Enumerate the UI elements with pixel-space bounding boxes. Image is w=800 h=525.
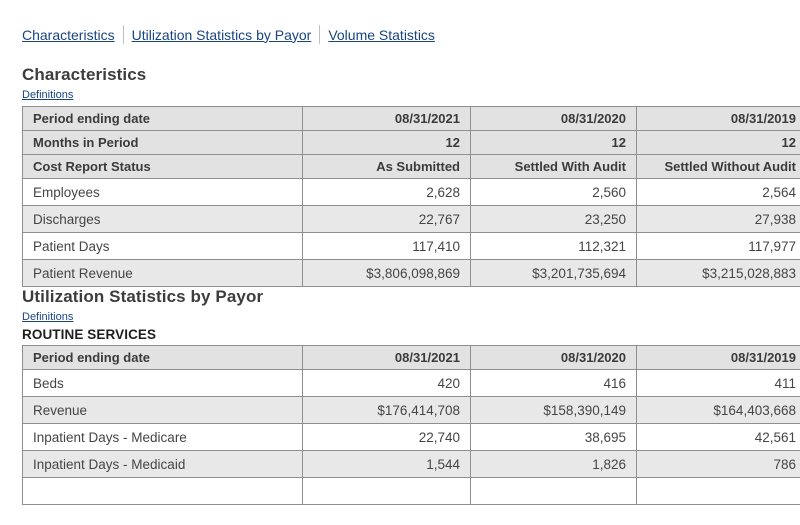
nav-link-utilization-statistics-by-payor[interactable]: Utilization Statistics by Payor — [132, 27, 312, 43]
cell-value: 23,250 — [471, 206, 637, 233]
cell-value: 411 — [637, 370, 800, 397]
row-label: Inpatient Days - Medicare — [23, 424, 303, 451]
table-row: Patient Revenue$3,806,098,869$3,201,735,… — [23, 260, 800, 287]
cell-value: 1,544 — [303, 451, 471, 478]
nav-link-characteristics[interactable]: Characteristics — [22, 27, 115, 43]
cell-value: 416 — [471, 370, 637, 397]
cell-value: $3,806,098,869 — [303, 260, 471, 287]
cell-value: $176,414,708 — [303, 397, 471, 424]
nav-link-volume-statistics[interactable]: Volume Statistics — [328, 27, 435, 43]
cell-value: As Submitted — [303, 155, 471, 179]
table-row-partial — [23, 478, 800, 505]
cell-value: 22,740 — [303, 424, 471, 451]
cell-value: $164,403,668 — [637, 397, 800, 424]
cell-value: 42,561 — [637, 424, 800, 451]
row-label: Patient Days — [23, 233, 303, 260]
cell-value: 08/31/2021 — [303, 346, 471, 370]
cell-value: 27,938 — [637, 206, 800, 233]
section-subheading: ROUTINE SERVICES — [22, 327, 800, 342]
section-characteristics: Characteristics Definitions Period ending … — [22, 65, 800, 287]
cell-value: 420 — [303, 370, 471, 397]
section-title: Characteristics — [22, 65, 800, 85]
definitions-link[interactable]: Definitions — [22, 311, 73, 324]
cell-value: 08/31/2019 — [637, 346, 800, 370]
cell-value: 08/31/2021 — [303, 107, 471, 131]
cell-value: 22,767 — [303, 206, 471, 233]
cell-value: 38,695 — [471, 424, 637, 451]
cell-value: 2,564 — [637, 179, 800, 206]
nav-separator — [123, 25, 124, 44]
cell-empty — [303, 478, 471, 505]
cell-empty — [637, 478, 800, 505]
definitions-row: Definitions — [22, 307, 800, 325]
cell-value: 112,321 — [471, 233, 637, 260]
definitions-link[interactable]: Definitions — [22, 89, 73, 102]
section-utilization-statistics-by-payor: Utilization Statistics by Payor Definitio… — [22, 287, 800, 505]
cell-value: 12 — [637, 131, 800, 155]
row-label: Employees — [23, 179, 303, 206]
cell-value: 12 — [471, 131, 637, 155]
section-title: Utilization Statistics by Payor — [22, 287, 800, 307]
row-label: Period ending date — [23, 346, 303, 370]
nav-separator — [319, 25, 320, 44]
row-label: Inpatient Days - Medicaid — [23, 451, 303, 478]
cell-value: 08/31/2020 — [471, 346, 637, 370]
cell-value: 12 — [303, 131, 471, 155]
row-label: Period ending date — [23, 107, 303, 131]
row-label: Beds — [23, 370, 303, 397]
row-label: Discharges — [23, 206, 303, 233]
cell-value: 786 — [637, 451, 800, 478]
cell-value: 117,410 — [303, 233, 471, 260]
row-label: Revenue — [23, 397, 303, 424]
cell-value: 2,628 — [303, 179, 471, 206]
cell-value: Settled With Audit — [471, 155, 637, 179]
cell-value: Settled Without Audit — [637, 155, 800, 179]
row-label: Months in Period — [23, 131, 303, 155]
cell-value: 08/31/2019 — [637, 107, 800, 131]
cell-value: 117,977 — [637, 233, 800, 260]
cell-empty — [471, 478, 637, 505]
row-label: Cost Report Status — [23, 155, 303, 179]
cell-value: 1,826 — [471, 451, 637, 478]
definitions-row: Definitions — [22, 85, 800, 103]
cell-value: $158,390,149 — [471, 397, 637, 424]
report-sections: Characteristics Definitions Period ending … — [22, 65, 800, 505]
cell-empty — [23, 478, 303, 505]
cell-value: 08/31/2020 — [471, 107, 637, 131]
row-label: Patient Revenue — [23, 260, 303, 287]
table-row: Revenue$176,414,708$158,390,149$164,403,… — [23, 397, 800, 424]
report-page: Characteristics Utilization Statistics by… — [0, 25, 800, 505]
section-nav: Characteristics Utilization Statistics by… — [22, 25, 800, 44]
cell-value: $3,201,735,694 — [471, 260, 637, 287]
cell-value: $3,215,028,883 — [637, 260, 800, 287]
cell-value: 2,560 — [471, 179, 637, 206]
